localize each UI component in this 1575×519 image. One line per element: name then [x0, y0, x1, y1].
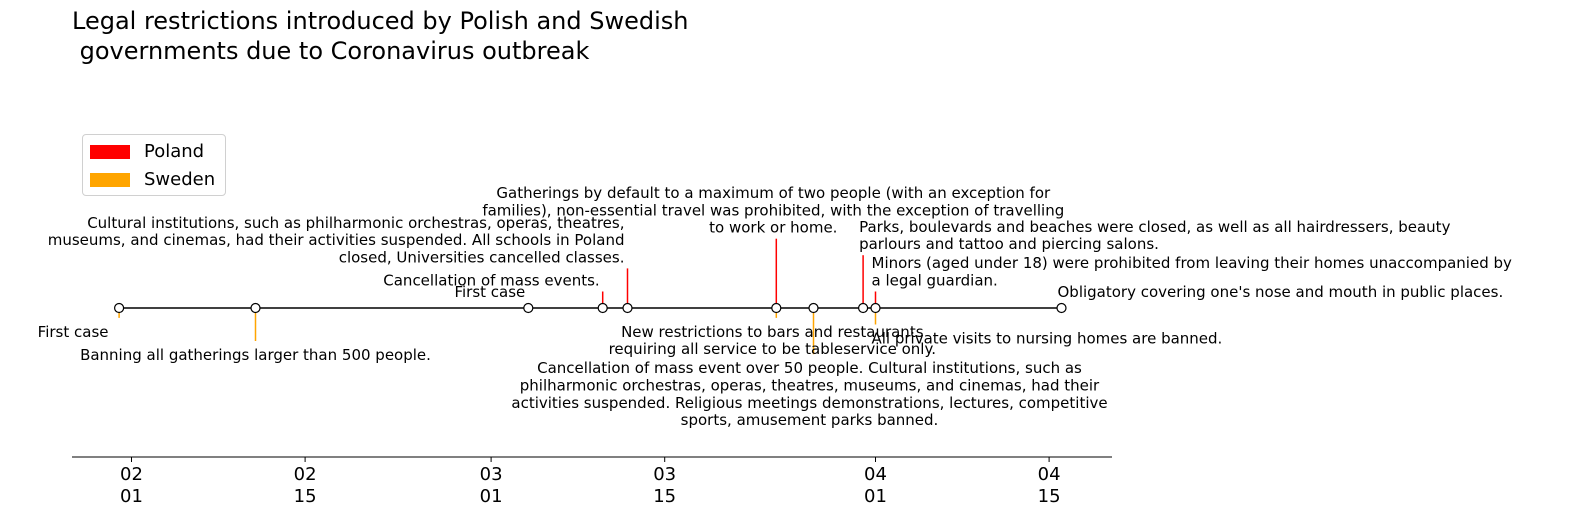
event-label-line: Gatherings by default to a maximum of tw…: [496, 184, 1051, 202]
event-label-poland: Obligatory covering one's nose and mouth…: [1058, 283, 1504, 301]
event-label-line: requiring all service to be tableservice…: [609, 340, 936, 358]
event-label-line: New restrictions to bars and restaurants: [621, 323, 924, 341]
event-label-poland: First case: [454, 283, 525, 301]
event-label-line: to work or home.: [709, 219, 837, 237]
x-tick-label: 04 15: [1038, 464, 1061, 507]
event-marker: [857, 302, 869, 314]
event-label-line: Banning all gatherings larger than 500 p…: [80, 346, 431, 364]
event-label-line: Cultural institutions, such as philharmo…: [87, 214, 624, 232]
event-marker: [113, 302, 125, 314]
event-label-poland: Gatherings by default to a maximum of tw…: [482, 184, 1064, 237]
event-label-line: Minors (aged under 18) were prohibited f…: [872, 254, 1513, 272]
x-tick-label-line: 15: [294, 486, 317, 507]
event-label-sweden: Banning all gatherings larger than 500 p…: [80, 346, 431, 364]
x-tick-label-line: 02: [294, 464, 317, 485]
event-marker: [771, 302, 782, 314]
event-label-line: closed, Universities cancelled classes.: [339, 248, 625, 266]
event-marker: [250, 302, 261, 314]
event-label-sweden: Cancellation of mass event over 50 peopl…: [511, 359, 1107, 429]
event-label-sweden: First case: [38, 323, 109, 341]
event-label-line: activities suspended. Religious meetings…: [511, 394, 1107, 412]
event-label-poland: Minors (aged under 18) were prohibited f…: [872, 254, 1513, 289]
x-tick-label-line: 15: [1038, 486, 1061, 507]
legend-item-sweden: Sweden: [90, 170, 215, 190]
legend-swatch-sweden: [90, 173, 130, 187]
event-label-line: Obligatory covering one's nose and mouth…: [1058, 283, 1504, 301]
chart-title: Legal restrictions introduced by Polish …: [72, 7, 689, 65]
x-tick-label-line: 02: [120, 464, 143, 485]
event-marker: [523, 302, 534, 314]
x-tick-label: 04 01: [864, 464, 887, 507]
event-label-line: philharmonic orchestras, operas, theatre…: [520, 377, 1100, 395]
event-label-line: All private visits to nursing homes are …: [872, 330, 1223, 348]
event-label-line: First case: [454, 283, 525, 301]
event-label-line: parlours and tattoo and piercing salons.: [859, 235, 1159, 253]
x-tick-label: 03 15: [653, 464, 676, 507]
event-label-line: a legal guardian.: [872, 272, 998, 290]
x-tick-label-line: 01: [864, 486, 887, 507]
event-marker: [808, 302, 819, 314]
event-label-poland: Cancellation of mass events.: [383, 272, 599, 290]
event-marker: [622, 302, 633, 314]
x-tick-label-line: 15: [653, 486, 676, 507]
x-tick-label-line: 01: [480, 486, 503, 507]
event-marker: [870, 302, 881, 314]
event-marker: [597, 302, 608, 314]
x-tick-label-line: 04: [864, 464, 887, 485]
x-tick-label-line: 01: [120, 486, 143, 507]
legend-label-sweden: Sweden: [144, 169, 216, 190]
event-label-line: sports, amusement parks banned.: [681, 411, 939, 429]
event-marker: [1056, 302, 1067, 314]
event-label-sweden: New restrictions to bars and restaurants…: [609, 323, 936, 358]
x-tick-label: 03 01: [480, 464, 503, 507]
x-tick-label: 02 01: [120, 464, 143, 507]
x-tick-label-line: 03: [480, 464, 503, 485]
legend-swatch-poland: [90, 145, 130, 159]
event-label-line: Cancellation of mass events.: [383, 272, 599, 290]
event-label-line: Cancellation of mass event over 50 peopl…: [537, 359, 1082, 377]
x-tick-label: 02 15: [294, 464, 317, 507]
event-label-poland: Parks, boulevards and beaches were close…: [859, 218, 1450, 253]
legend: Poland Sweden: [82, 134, 226, 196]
event-label-line: museums, and cinemas, had their activiti…: [48, 231, 625, 249]
legend-item-poland: Poland: [90, 142, 204, 162]
event-label-line: Parks, boulevards and beaches were close…: [859, 218, 1450, 236]
event-label-line: families), non-essential travel was proh…: [482, 201, 1064, 219]
event-label-poland: Cultural institutions, such as philharmo…: [48, 214, 625, 267]
event-label-sweden: All private visits to nursing homes are …: [872, 330, 1223, 348]
event-label-line: First case: [38, 323, 109, 341]
x-tick-label-line: 04: [1038, 464, 1061, 485]
x-tick-label-line: 03: [653, 464, 676, 485]
legend-label-poland: Poland: [144, 141, 205, 162]
